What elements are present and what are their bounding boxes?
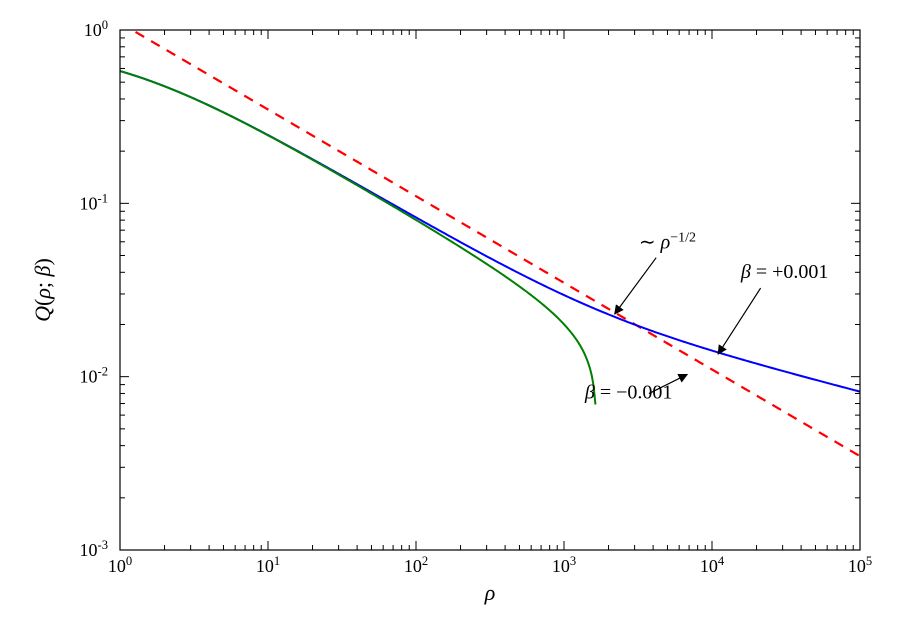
annot-beta-minus: β = −0.001 — [584, 381, 673, 403]
ytick-label: 10-2 — [80, 365, 109, 387]
annot-beta-plus: β = +0.001 — [740, 261, 829, 283]
x-axis-label: ρ — [484, 580, 496, 605]
xtick-label: 102 — [404, 554, 428, 576]
y-axis-label: Q(ρ; β) — [30, 258, 55, 322]
xtick-label: 104 — [700, 554, 725, 576]
ytick-label: 10-3 — [80, 538, 109, 560]
xtick-label: 103 — [552, 554, 576, 576]
xtick-label: 101 — [256, 554, 280, 576]
plot-area — [120, 30, 860, 550]
ytick-label: 100 — [84, 18, 108, 40]
xtick-label: 100 — [108, 554, 132, 576]
chart-svg: 100 101 102 103 104 105 10-3 10-2 10-1 100 ρ Q(ρ; β… — [0, 0, 900, 630]
xtick-label: 105 — [848, 554, 872, 576]
ytick-label: 10-1 — [80, 191, 109, 213]
